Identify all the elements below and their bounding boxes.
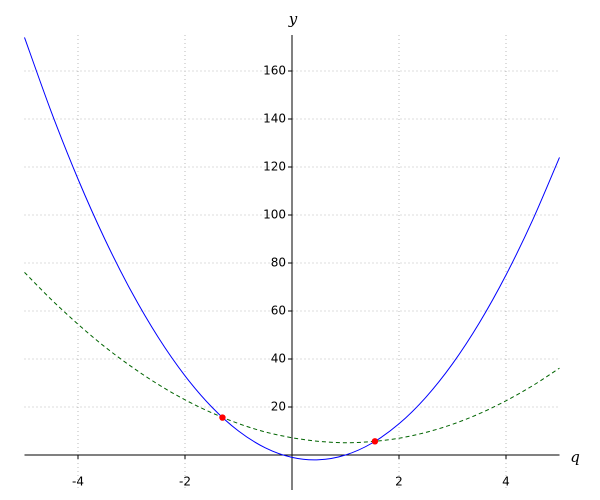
y-tick-label: 100	[263, 208, 286, 222]
curve	[24, 37, 560, 461]
y-tick-label: 160	[263, 64, 286, 78]
y-tick-label: 120	[263, 160, 286, 174]
x-tick-label: 2	[395, 475, 403, 489]
x-tick-label: -4	[72, 475, 84, 489]
y-tick-label: 140	[263, 112, 286, 126]
intersection-point	[219, 414, 226, 421]
x-tick-label: -2	[179, 475, 191, 489]
x-axis-label: q	[570, 448, 580, 466]
y-tick-label: 60	[271, 304, 286, 318]
curve	[24, 272, 560, 444]
y-axis-label: y	[288, 10, 298, 28]
y-tick-label: 80	[271, 256, 286, 270]
intersection-point	[371, 438, 379, 445]
y-tick-label: 20	[271, 400, 286, 414]
y-tick-label: 40	[271, 352, 286, 366]
x-tick-label: 4	[502, 475, 510, 489]
